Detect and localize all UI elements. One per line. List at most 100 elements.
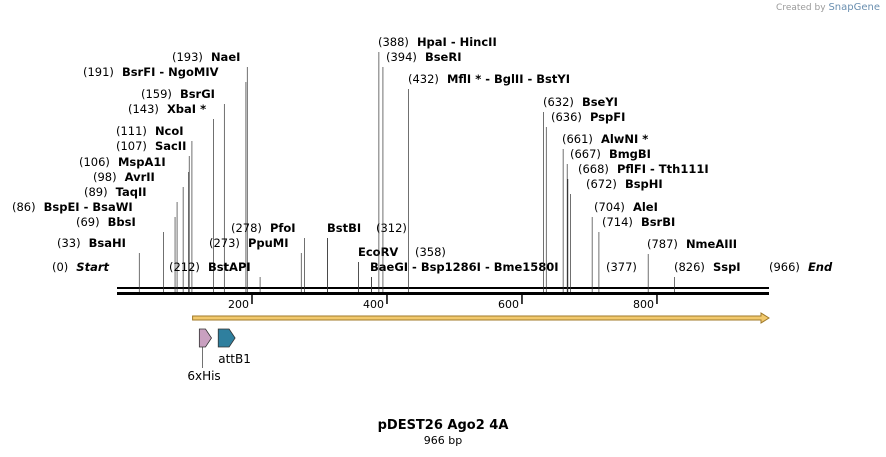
site-enzyme-name: BstBI [327,221,361,235]
plasmid-length: 966 bp [423,434,463,447]
site-position: (377) [606,260,637,274]
site-position: (212) [169,260,200,274]
site-enzyme-name: BspEI - BsaWI [44,200,133,214]
site-enzyme-name: MflI * - BglII - BstYI [447,72,570,86]
site-position: (111) [116,124,147,138]
ruler-tick-label: 800 [633,298,654,311]
site-position: (0) [52,260,68,274]
site-enzyme-name: NcoI [155,124,184,138]
restriction-site-label[interactable]: (107) SacII [116,139,186,153]
restriction-site-label[interactable]: (86) BspEI - BsaWI [12,200,133,214]
backbone-line [117,292,769,295]
site-enzyme-name: HpaI - HincII [417,35,497,49]
restriction-site-label[interactable]: (89) TaqII [84,185,147,199]
site-enzyme-name: SacII [155,139,186,153]
restriction-site-label[interactable]: (432) MflI * - BglII - BstYI [408,72,570,86]
site-enzyme-name: BsaHI [89,236,126,250]
restriction-site-label[interactable]: (966) End [769,260,833,274]
restriction-site-label[interactable]: (704) AleI [594,200,658,214]
site-enzyme-name: BsrFI - NgoMIV [122,65,219,79]
snapgene-credit: Created by SnapGene [776,2,880,13]
restriction-site-label[interactable]: (632) BseYI [543,95,618,109]
6xhis-feature-arrow[interactable] [198,328,212,348]
restriction-site-label[interactable]: (143) XbaI * [128,102,206,116]
restriction-site-label[interactable]: (672) BspHI [586,177,663,191]
ruler-tick-label: 600 [498,298,519,311]
site-enzyme-name: BstAPI [208,260,251,274]
restriction-site-label[interactable]: (0) Start [52,260,110,274]
restriction-site-label[interactable]: (636) PspFI [551,110,625,124]
site-position: (636) [551,110,582,124]
restriction-site-label[interactable]: (111) NcoI [116,124,184,138]
restriction-site-label[interactable]: (667) BmgBI [570,147,651,161]
site-position: (826) [674,260,705,274]
site-position: (632) [543,95,574,109]
site-position: (704) [594,200,625,214]
restriction-site-label[interactable]: (312) [376,221,407,235]
restriction-site-label[interactable]: (668) PflFI - Tth111I [578,162,709,176]
restriction-site-label[interactable]: (98) AvrII [93,170,155,184]
site-position: (394) [386,50,417,64]
site-enzyme-name: XbaI * [167,102,206,116]
restriction-site-label[interactable]: (377) [606,260,637,274]
restriction-sites: (0) Start (33) BsaHI (69) BbsI (86) BspEI - Bsa… [12,35,833,292]
site-enzyme-name: NmeAIII [686,237,737,251]
site-position: (143) [128,102,159,116]
restriction-site-label[interactable]: (358) [415,245,446,259]
site-enzyme-name: BspHI [625,177,663,191]
site-position: (193) [172,50,203,64]
site-enzyme-name: BbsI [108,215,136,229]
site-position: (273) [209,236,240,250]
restriction-site-label[interactable]: BaeGI - Bsp1286I - Bme1580I [370,260,559,274]
restriction-site-label[interactable]: (826) SspI [674,260,741,274]
restriction-site-label[interactable]: (191) BsrFI - NgoMIV [83,65,219,79]
site-enzyme-name: BaeGI - Bsp1286I - Bme1580I [370,260,559,274]
site-position: (107) [116,139,147,153]
orf-arrow[interactable] [192,312,770,324]
site-position: (33) [57,236,81,250]
site-position: (661) [562,132,593,146]
site-enzyme-name: AvrII [125,170,155,184]
restriction-site-label[interactable]: (388) HpaI - HincII [378,35,497,49]
site-position: (278) [231,221,262,235]
site-enzyme-name: End [808,260,833,274]
site-position: (668) [578,162,609,176]
restriction-site-label[interactable]: (212) BstAPI [169,260,251,274]
feature-label: attB1 [218,352,251,366]
restriction-site-label[interactable]: EcoRV [358,245,398,259]
restriction-site-label[interactable]: (787) NmeAIII [647,237,737,251]
site-position: (672) [586,177,617,191]
site-enzyme-name: PpuMI [248,236,289,250]
restriction-site-label[interactable]: BstBI [327,221,361,235]
site-enzyme-name: BseRI [425,50,462,64]
site-position: (388) [378,35,409,49]
site-enzyme-name: BmgBI [609,147,651,161]
site-enzyme-name: SspI [713,260,741,274]
site-enzyme-name: TaqII [116,185,147,199]
restriction-site-label[interactable]: (714) BsrBI [602,215,675,229]
site-position: (358) [415,245,446,259]
site-enzyme-name: AlwNI * [601,132,648,146]
site-enzyme-name: PfoI [270,221,296,235]
restriction-site-label[interactable]: (159) BsrGI [141,87,215,101]
site-position: (98) [93,170,117,184]
restriction-site-label[interactable]: (33) BsaHI [57,236,126,250]
site-position: (86) [12,200,36,214]
attb1-feature-arrow[interactable] [217,328,236,348]
restriction-site-label[interactable]: (394) BseRI [386,50,461,64]
site-position: (714) [602,215,633,229]
restriction-site-label[interactable]: (273) PpuMI [209,236,289,250]
restriction-site-label[interactable]: (661) AlwNI * [562,132,648,146]
site-enzyme-name: BsrBI [641,215,675,229]
site-position: (966) [769,260,800,274]
restriction-site-label[interactable]: (106) MspA1I [79,155,166,169]
site-position: (787) [647,237,678,251]
backbone [117,287,769,295]
site-position: (159) [141,87,172,101]
backbone-top-strand [117,287,769,289]
site-position: (432) [408,72,439,86]
restriction-site-label[interactable]: (193) NaeI [172,50,240,64]
restriction-site-label[interactable]: (69) BbsI [76,215,136,229]
restriction-site-label[interactable]: (278) PfoI [231,221,296,235]
